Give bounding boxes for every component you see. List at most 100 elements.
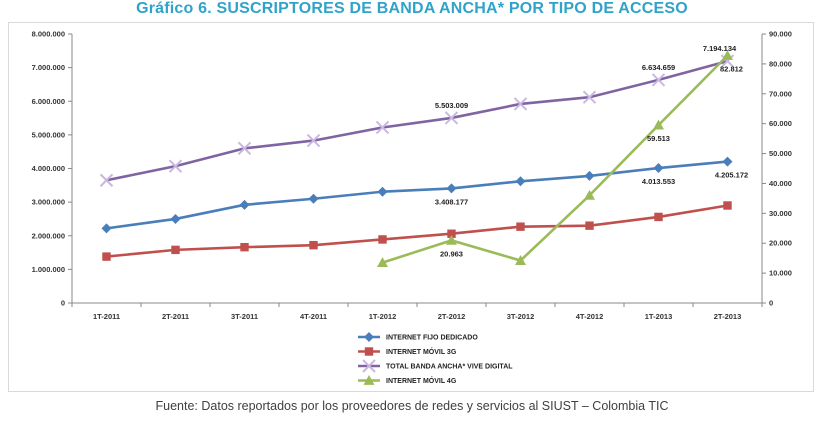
data-point-stroke [168, 159, 183, 173]
data-point-stroke [375, 120, 390, 135]
legend-label: INTERNET FIJO DEDICADO [386, 335, 478, 342]
y-right-tick-label: 0 [769, 299, 773, 308]
data-label: 4.013.553 [642, 177, 675, 186]
data-point [516, 222, 525, 231]
data-point [375, 120, 390, 135]
data-point [364, 332, 374, 342]
data-point [584, 189, 595, 200]
data-point [446, 183, 457, 194]
legend-item: INTERNET FIJO DEDICADO [358, 332, 478, 342]
y-left-tick-label: 0 [61, 299, 65, 308]
series-line [382, 54, 729, 264]
series-total-banda-ancha-vive-digital [99, 54, 735, 187]
data-point [239, 199, 250, 210]
data-point [653, 163, 664, 174]
data-point [444, 111, 459, 125]
data-label: 59.513 [647, 134, 670, 143]
x-tick-label: 4T-2011 [300, 312, 327, 321]
y-left-tick-label: 5.000.000 [32, 130, 65, 139]
y-right-tick-label: 50.000 [769, 149, 792, 158]
data-point [364, 347, 374, 356]
y-left-tick-label: 4.000.000 [32, 164, 65, 173]
data-point [720, 54, 735, 68]
y-right-tick-label: 30.000 [769, 209, 792, 218]
y-left-tick-label: 1.000.000 [32, 265, 65, 274]
x-tick-label: 3T-2012 [507, 312, 535, 321]
x-tick-label: 2T-2012 [438, 312, 466, 321]
data-point [377, 186, 388, 197]
data-point [515, 176, 526, 187]
series-internet-fijo-dedicado [101, 156, 733, 234]
chart-source: Fuente: Datos reportados por los proveed… [155, 399, 669, 413]
data-point-stroke [237, 141, 252, 156]
data-point [362, 359, 376, 373]
legend-label: INTERNET MÓVIL 3G [386, 347, 457, 356]
x-tick-label: 1T-2011 [93, 312, 120, 321]
data-point-stroke [651, 73, 666, 87]
data-point [651, 73, 666, 87]
data-point [309, 240, 318, 250]
x-tick-label: 2T-2011 [162, 312, 189, 321]
chart-frame [8, 22, 814, 392]
data-label: 3.408.177 [435, 197, 468, 206]
data-point-stroke [444, 111, 459, 125]
data-label: 5.503.009 [435, 101, 468, 110]
y-left-tick-label: 8.000.000 [32, 30, 65, 39]
data-point [306, 133, 321, 148]
y-left-tick-label: 7.000.000 [32, 63, 65, 72]
x-tick-label: 3T-2011 [231, 312, 258, 321]
y-left-tick-label: 6.000.000 [32, 97, 65, 106]
data-point [168, 159, 183, 173]
data-point [102, 252, 111, 261]
data-point-stroke [306, 133, 321, 148]
data-point [378, 235, 387, 244]
data-point [515, 255, 526, 265]
data-point [654, 212, 663, 222]
data-point [585, 221, 594, 230]
series-layer [99, 49, 735, 268]
data-label: 6.634.659 [642, 63, 675, 72]
legend-item: TOTAL BANDA ANCHA* VIVE DIGITAL [358, 359, 513, 373]
legend: INTERNET FIJO DEDICADO INTERNET MÓVIL 3G T… [358, 332, 513, 385]
data-point [377, 257, 388, 268]
series-line [106, 160, 728, 230]
x-tick-label: 1T-2012 [369, 312, 397, 321]
data-label: 82.812 [720, 64, 743, 73]
axes: 0 1.000.000 2.000.000 3.000.000 4.000.000 5.0… [32, 30, 792, 322]
data-point [722, 49, 733, 60]
x-tick-label: 1T-2013 [645, 312, 673, 321]
data-point-stroke [362, 359, 376, 373]
data-point-stroke [513, 97, 528, 111]
data-point [101, 223, 112, 234]
data-point [582, 90, 597, 104]
y-left-tick-label: 2.000.000 [32, 231, 65, 240]
y-right-tick-label: 10.000 [769, 269, 792, 278]
chart-title: Gráfico 6. SUSCRIPTORES DE BANDA ANCHA* … [136, 0, 688, 17]
x-tick-label: 2T-2013 [714, 312, 742, 321]
series-internet-movil-3g [102, 201, 732, 261]
y-right-tick-label: 40.000 [769, 179, 792, 188]
data-point [513, 97, 528, 111]
data-point [722, 156, 733, 167]
legend-label: INTERNET MÓVIL 4G [386, 376, 457, 385]
data-point [723, 201, 732, 210]
series-line [106, 59, 728, 182]
data-point [446, 234, 457, 245]
series-internet-movil-4g [377, 49, 733, 268]
y-right-tick-label: 20.000 [769, 239, 792, 248]
data-point-stroke [582, 90, 597, 104]
data-point [447, 229, 456, 238]
data-label: 7.194.134 [703, 44, 737, 53]
data-point [240, 242, 249, 252]
data-point-stroke [720, 54, 735, 68]
legend-item: INTERNET MÓVIL 4G [358, 375, 457, 385]
data-point-stroke [99, 173, 114, 187]
x-tick-label: 4T-2012 [576, 312, 604, 321]
data-point [170, 213, 181, 224]
legend-label: TOTAL BANDA ANCHA* VIVE DIGITAL [386, 364, 513, 371]
y-right-tick-label: 60.000 [769, 119, 792, 128]
data-label: 4.205.172 [715, 171, 748, 180]
data-point [308, 193, 319, 204]
data-point [171, 245, 180, 255]
